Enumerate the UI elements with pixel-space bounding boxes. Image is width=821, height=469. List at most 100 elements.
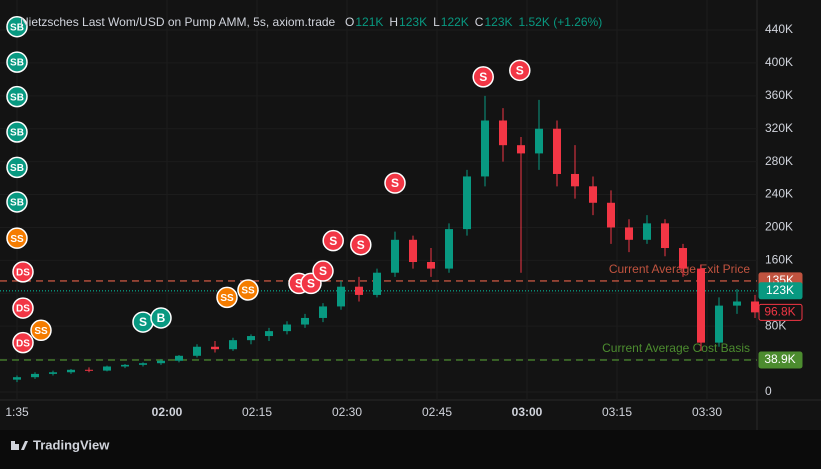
price-change: 1.52K (+1.26%) [519,15,603,29]
y-tick-label: 400K [765,55,793,69]
y-tick-label: 280K [765,154,793,168]
y-tick-label: 360K [765,88,793,102]
x-tick-label: 02:30 [332,405,362,419]
y-tick-label: 440K [765,22,793,36]
candle-body [553,128,561,174]
y-tick-label: 0 [765,384,772,398]
x-tick-label: 03:00 [512,405,543,419]
trade-marker-label: SS [220,293,234,304]
trade-marker-label: DS [16,268,30,279]
x-tick-label: 03:15 [602,405,632,419]
trade-marker [12,261,34,283]
candle-body [535,128,543,154]
candle-body [679,248,687,269]
candle-body [499,120,507,146]
trade-marker [12,331,34,354]
candle-body [607,202,615,228]
trade-marker-label: SS [10,234,24,245]
trade-marker [6,191,28,213]
price-label-box [758,351,803,369]
price-level-text: Current Average Exit Price [609,262,751,276]
trade-marker [322,229,344,252]
candle-body [31,373,39,378]
x-tick-label: 02:15 [242,405,272,419]
candle-body [571,173,579,187]
y-tick-label: 160K [765,253,793,267]
trade-marker-label: SB [10,92,24,103]
ohlc-value: 121K [355,15,383,29]
trade-marker [12,297,34,319]
candle-body [103,366,111,371]
brand-logo [11,441,28,450]
candle-body [355,286,363,295]
ohlc-name: L [433,15,440,29]
trade-marker-label: B [157,311,166,325]
candle-body [337,286,345,307]
candle-body [463,176,471,230]
candle-body [121,364,129,367]
ohlc-name: C [475,15,484,29]
trade-marker [216,286,238,309]
candle-body [13,377,21,380]
trade-marker-label: SB [10,128,24,139]
trade-marker-label: SB [10,198,24,209]
trade-marker-label: SS [34,326,48,337]
trade-marker [237,279,259,301]
candle-body [751,301,759,313]
trade-marker [150,307,172,329]
trade-marker-label: S [479,70,487,84]
ohlc-name: O [345,15,354,29]
ohlc-value: 122K [441,15,469,29]
trade-marker-label: S [329,234,337,248]
candle-body [175,355,183,361]
candle-body [319,306,327,318]
price-label-box [758,303,803,321]
trade-marker [6,156,28,179]
trade-marker-label: SB [10,163,24,174]
price-label: 96.8K [764,305,795,319]
trade-marker [6,15,28,38]
candle-body [373,272,381,295]
brand-name: TradingView [33,437,110,452]
candle-body [625,227,633,240]
x-tick-label: 1:35 [5,405,29,419]
trade-marker [6,85,28,108]
y-tick-label: 200K [765,220,793,234]
x-tick-label: 02:45 [422,405,452,419]
candle-body [247,336,255,341]
y-tick-label: 240K [765,187,793,201]
candle-body [85,369,93,371]
trade-marker-label: S [391,176,399,190]
trade-marker-label: S [295,277,303,291]
candle-body [301,317,309,325]
ohlc-value: 123K [399,15,427,29]
x-tick-label: 03:30 [692,405,722,419]
trade-marker [6,51,28,73]
trade-marker-label: S [319,264,327,278]
y-tick-label: 320K [765,121,793,135]
candle-body [715,305,723,343]
trade-marker [30,319,52,342]
price-label: 123K [766,283,794,297]
candle-body [445,229,453,269]
candle-body [139,363,147,365]
trade-marker-label: DS [16,338,30,349]
trade-marker-label: S [139,315,147,329]
candle-body [517,145,525,154]
candle-body [697,268,705,343]
candle-body [67,369,75,373]
candle-body [211,346,219,350]
candle-body [733,301,741,306]
candle-body [481,120,489,177]
candle-body [427,262,435,269]
trade-marker [384,172,406,194]
trade-marker-label: S [516,63,524,77]
candle-body [409,239,417,263]
candle-body [265,331,273,337]
candle-body [157,360,165,364]
trade-marker-label: S [307,277,315,291]
ohlc-name: H [389,15,398,29]
candle-body [661,223,669,249]
